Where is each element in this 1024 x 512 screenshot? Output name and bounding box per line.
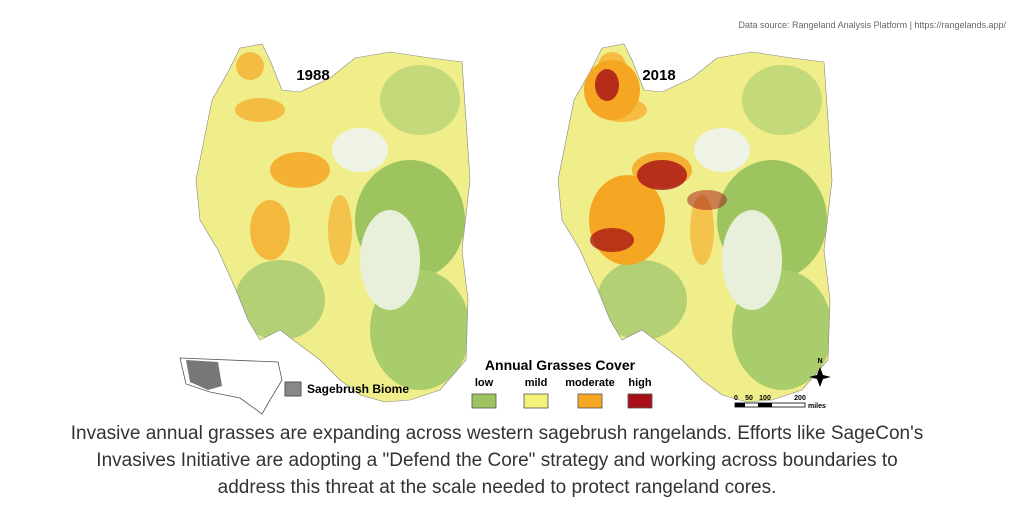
caption: Invasive annual grasses are expanding ac…: [71, 423, 923, 498]
legend-label: mild: [525, 377, 548, 389]
north-arrow: N: [809, 358, 831, 387]
north-label: N: [817, 358, 822, 365]
scale-label: 0: [734, 395, 738, 402]
legend: low mild moderate high: [471, 377, 653, 409]
biome-swatch: [284, 381, 302, 397]
scale-label: 200: [794, 395, 806, 402]
legend-swatch: [523, 393, 549, 409]
legend-label: low: [475, 377, 494, 389]
source: Data source: Rangeland Analysis Platform…: [739, 20, 1007, 30]
caption-line: Invasives Initiative are adopting a "Def…: [96, 450, 897, 471]
scale-label: 100: [759, 395, 771, 402]
scale-label: 50: [745, 395, 753, 402]
legend-title: Annual Grasses Cover: [485, 357, 636, 373]
year-label: 2018: [642, 67, 675, 84]
legend-swatch: [471, 393, 497, 409]
inset-us-map: [179, 357, 283, 415]
legend-label: high: [628, 377, 651, 389]
caption-line: Invasive annual grasses are expanding ac…: [71, 423, 923, 444]
biome-label: Sagebrush Biome: [307, 382, 409, 396]
scale-unit: miles: [808, 403, 826, 410]
legend-label: moderate: [565, 377, 615, 389]
legend-swatch: [627, 393, 653, 409]
legend-swatch: [577, 393, 603, 409]
caption-line: address this threat at the scale needed …: [218, 477, 777, 498]
map-1988: [190, 40, 480, 410]
map-2018: [552, 40, 842, 410]
year-label: 1988: [296, 67, 329, 84]
